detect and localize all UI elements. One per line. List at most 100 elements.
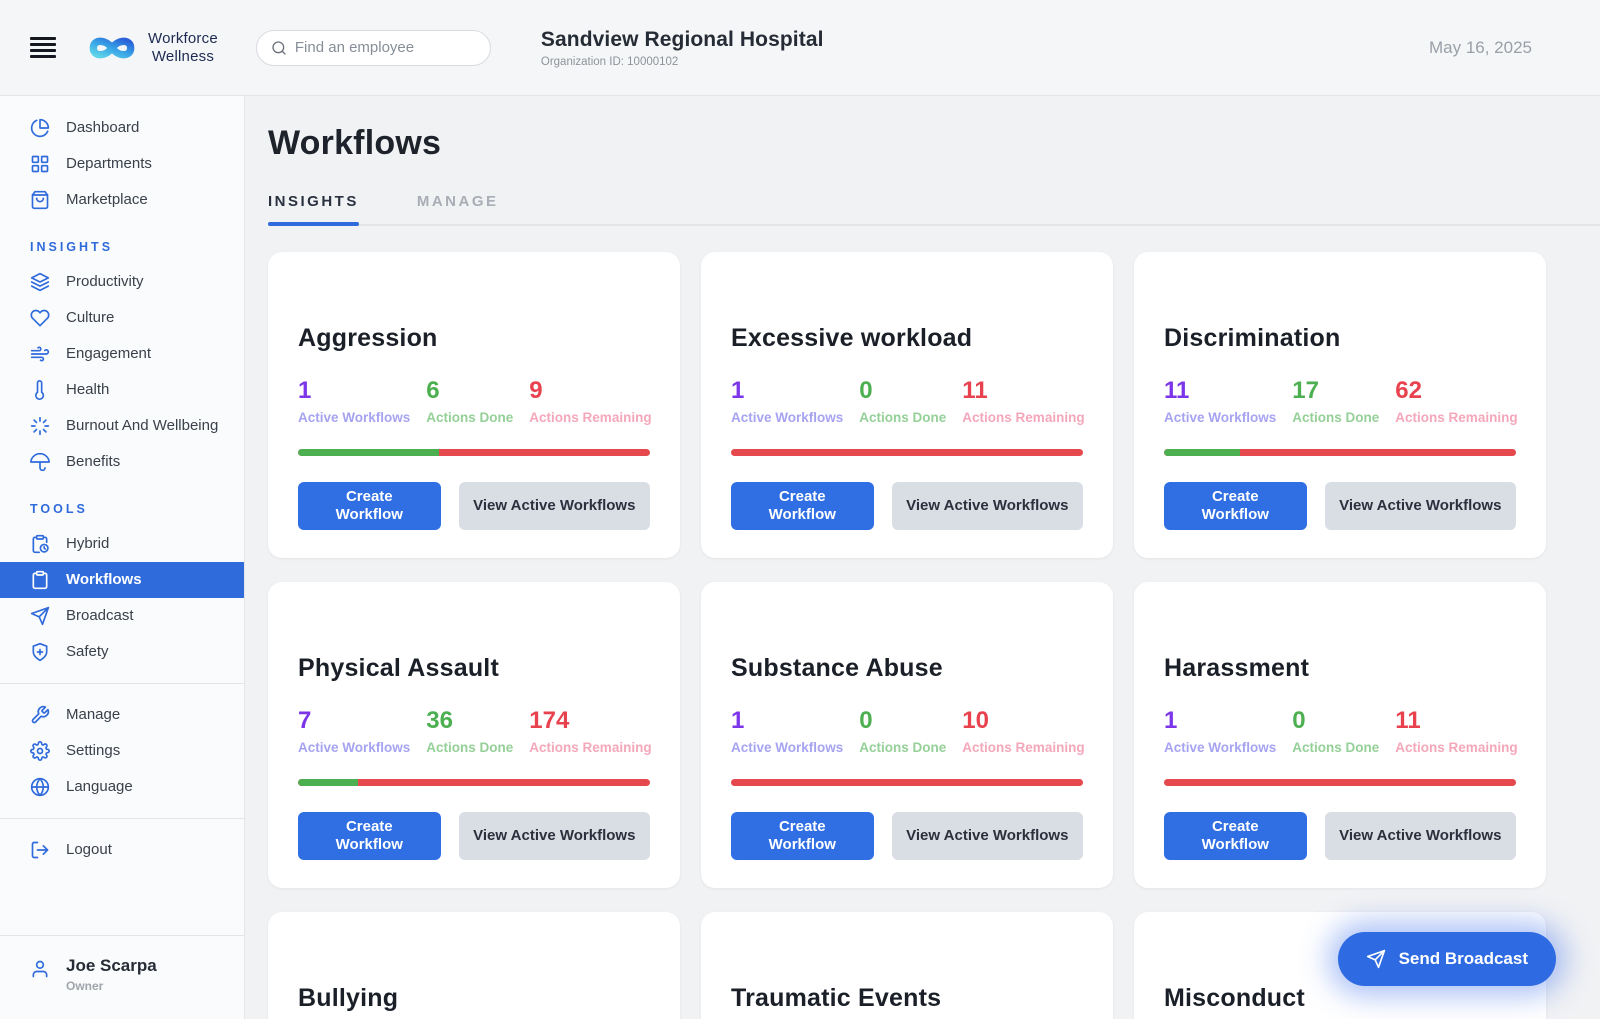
actions-done-count: 0 [1292,707,1306,734]
workflow-card-title: Physical Assault [298,654,499,682]
tab-bar: INSIGHTS MANAGE [268,193,1600,226]
view-active-workflows-button[interactable]: View Active Workflows [1324,812,1516,860]
view-active-workflows-button[interactable]: View Active Workflows [891,482,1083,530]
search-input[interactable] [294,39,494,56]
progress-bar-fill [298,779,359,786]
actions-done-count: 6 [426,377,440,404]
actions-done-label: Actions Done [426,740,514,755]
actions-done-label: Actions Done [1292,740,1380,755]
logout-icon [30,840,50,860]
organization-id: Organization ID: 10000102 [540,55,679,68]
sidebar-item-logout[interactable]: Logout [0,832,244,868]
stat-actions-remaining: 62 Actions Remaining [1395,377,1517,425]
view-active-workflows-button[interactable]: View Active Workflows [1324,482,1516,530]
actions-remaining-label: Actions Remaining [1395,740,1518,755]
shield-plus-icon [30,642,50,662]
stat-active-workflows: 1 Active Workflows [1164,707,1276,755]
sidebar-item-productivity[interactable]: Productivity [0,264,244,300]
send-broadcast-button[interactable]: Send Broadcast [1337,932,1556,986]
actions-remaining-label: Actions Remaining [962,740,1085,755]
actions-remaining-label: Actions Remaining [529,740,652,755]
create-workflow-button[interactable]: Create Workflow [298,812,441,860]
hamburger-menu-icon[interactable] [30,37,56,58]
sidebar-item-hybrid[interactable]: Hybrid [0,526,244,562]
workforce-wellness-logo-icon [86,30,138,66]
actions-remaining-label: Actions Remaining [529,410,652,425]
view-active-workflows-button[interactable]: View Active Workflows [458,812,650,860]
sidebar-item-dashboard[interactable]: Dashboard [0,110,244,146]
workflow-card-excessive-workload: Excessive workload 1 Active Workflows 0 … [701,252,1113,558]
sidebar-item-safety[interactable]: Safety [0,634,244,670]
tab-manage[interactable]: MANAGE [417,193,499,224]
sidebar-item-label: Health [66,380,110,398]
view-active-workflows-button[interactable]: View Active Workflows [458,482,650,530]
logo-text: Workforce Wellness [148,30,218,65]
sidebar-item-language[interactable]: Language [0,769,244,805]
sidebar-item-settings[interactable]: Settings [0,733,244,769]
actions-done-label: Actions Done [426,410,514,425]
sidebar-item-label: Settings [66,741,121,759]
actions-done-count: 0 [859,707,873,734]
progress-bar [731,449,1083,456]
clipboard-clock-icon [30,534,50,554]
stat-active-workflows: 1 Active Workflows [731,707,843,755]
workflow-card-actions: Create Workflow View Active Workflows [731,812,1083,860]
workflow-card-title: Discrimination [1164,324,1341,352]
sidebar-item-culture[interactable]: Culture [0,300,244,336]
workflow-card-title: Misconduct [1164,984,1305,1012]
globe-icon [30,777,50,797]
sparkle-icon [30,416,50,436]
sidebar-item-engagement[interactable]: Engagement [0,336,244,372]
sidebar-item-workflows[interactable]: Workflows [0,562,244,598]
app-logo: Workforce Wellness [86,30,218,66]
stat-actions-remaining: 10 Actions Remaining [962,707,1084,755]
sidebar-item-label: Safety [66,642,109,660]
create-workflow-button[interactable]: Create Workflow [1164,812,1307,860]
workflow-card-stats: 1 Active Workflows 0 Actions Done 10 Act… [731,707,1085,755]
create-workflow-button[interactable]: Create Workflow [731,812,874,860]
sidebar-item-benefits[interactable]: Benefits [0,444,244,480]
workflow-card-stats: 7 Active Workflows 36 Actions Done 174 A… [298,707,652,755]
stat-active-workflows: 1 Active Workflows [298,377,410,425]
clipboard-icon [30,570,50,590]
stat-actions-remaining: 174 Actions Remaining [529,707,651,755]
sidebar-item-label: Hybrid [66,534,110,552]
create-workflow-button[interactable]: Create Workflow [731,482,874,530]
sidebar-item-health[interactable]: Health [0,372,244,408]
sidebar-item-label: Workflows [66,570,142,588]
create-workflow-button[interactable]: Create Workflow [1164,482,1307,530]
sidebar-item-burnout-and-wellbeing[interactable]: Burnout And Wellbeing [0,408,244,444]
sidebar-item-label: Burnout And Wellbeing [66,416,219,434]
sidebar-item-label: Manage [66,705,121,723]
sidebar-item-broadcast[interactable]: Broadcast [0,598,244,634]
workflow-card-traumatic-events: Traumatic Events [701,912,1113,1019]
workflow-card-discrimination: Discrimination 11 Active Workflows 17 Ac… [1134,252,1546,558]
sidebar: Dashboard Departments Marketplace INSIGH… [0,96,245,1019]
stat-actions-done: 0 Actions Done [1292,707,1379,755]
sidebar-item-manage[interactable]: Manage [0,697,244,733]
actions-remaining-label: Actions Remaining [1395,410,1518,425]
sidebar-item-marketplace[interactable]: Marketplace [0,182,244,218]
view-active-workflows-button[interactable]: View Active Workflows [891,812,1083,860]
sidebar-item-label: Marketplace [66,190,148,208]
gear-icon [30,741,50,761]
stat-actions-done: 36 Actions Done [426,707,513,755]
progress-bar [298,779,650,786]
sidebar-item-departments[interactable]: Departments [0,146,244,182]
progress-bar [1164,779,1516,786]
actions-remaining-count: 11 [962,377,988,404]
workflow-cards-grid: Aggression 1 Active Workflows 6 Actions … [268,252,1600,1019]
sidebar-item-label: Logout [66,840,112,858]
workflow-card-actions: Create Workflow View Active Workflows [731,482,1083,530]
workflow-card-stats: 11 Active Workflows 17 Actions Done 62 A… [1164,377,1518,425]
tab-insights[interactable]: INSIGHTS [268,193,359,226]
create-workflow-button[interactable]: Create Workflow [298,482,441,530]
sidebar-item-label: Dashboard [66,118,140,136]
workflow-card-aggression: Aggression 1 Active Workflows 6 Actions … [268,252,680,558]
workflow-card-title: Traumatic Events [731,984,942,1012]
workflow-card-bullying: Bullying [268,912,680,1019]
profile-card[interactable]: Joe Scarpa Owner [0,935,244,1019]
active-workflows-label: Active Workflows [731,410,844,425]
sidebar-nav: Dashboard Departments Marketplace INSIGH… [0,110,244,868]
